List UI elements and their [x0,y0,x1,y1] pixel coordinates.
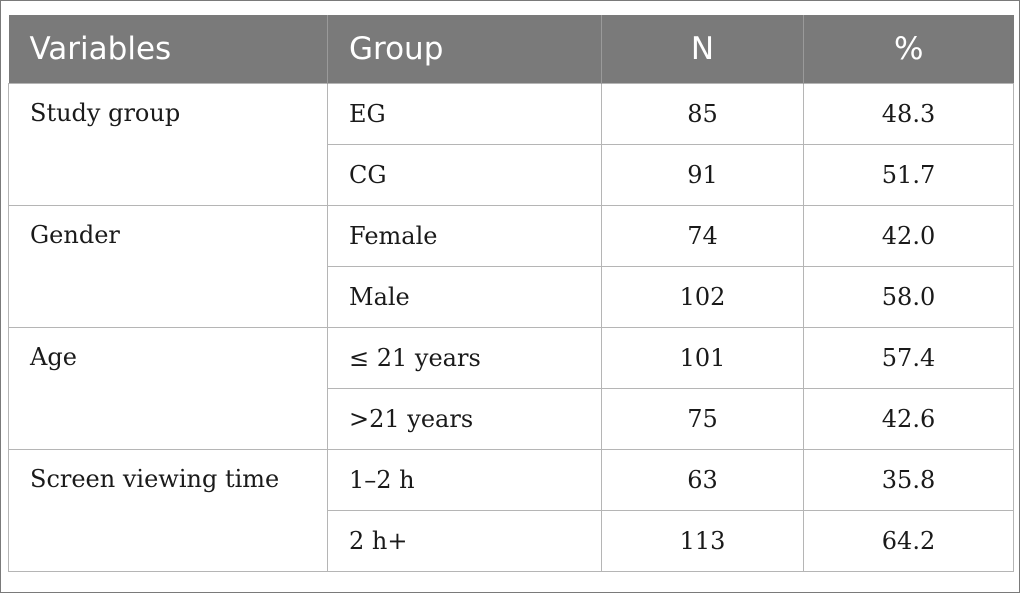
header-variables: Variables [8,15,328,83]
group-cell: CG [327,143,602,206]
n-cell: 91 [601,143,804,206]
group-cell: ≤ 21 years [327,326,602,389]
table-row: Screen viewing time 1–2 h 63 35.8 [8,448,1014,572]
group-cell: EG [327,82,602,145]
group-cell: 2 h+ [327,509,602,572]
header-row: Variables Group N % [8,15,1014,83]
n-cell: 113 [601,509,804,572]
header-n: N [601,15,804,83]
group-cell: Male [327,265,602,328]
table-row: Age ≤ 21 years 101 57.4 [8,326,1014,450]
percent-cell: 64.2 [803,509,1014,572]
n-cell: 85 [601,82,804,145]
percent-cell: 58.0 [803,265,1014,328]
table-row: 2 h+ 113 64.2 [9,509,1014,572]
n-cell: 101 [601,326,804,389]
percent-cell: 51.7 [803,143,1014,206]
variable-cell: Gender [8,204,328,328]
table-row: CG 91 51.7 [9,143,1014,206]
n-cell: 63 [601,448,804,511]
n-cell: 75 [601,387,804,450]
table-row: Study group EG 85 48.3 [8,82,1014,206]
header-group: Group [327,15,602,83]
table-row: Gender Female 74 42.0 [8,204,1014,328]
percent-cell: 42.0 [803,204,1014,267]
percent-cell: 48.3 [803,82,1014,145]
variable-cell: Screen viewing time [8,448,328,572]
percent-cell: 35.8 [803,448,1014,511]
n-cell: 74 [601,204,804,267]
variable-cell: Age [8,326,328,450]
group-cell: >21 years [327,387,602,450]
group-cell: Female [327,204,602,267]
percent-cell: 42.6 [803,387,1014,450]
percent-cell: 57.4 [803,326,1014,389]
data-table: Variables Group N % Study group EG 85 48… [8,15,1014,572]
header-percent: % [803,15,1014,83]
variable-cell: Study group [8,82,328,206]
group-cell: 1–2 h [327,448,602,511]
n-cell: 102 [601,265,804,328]
